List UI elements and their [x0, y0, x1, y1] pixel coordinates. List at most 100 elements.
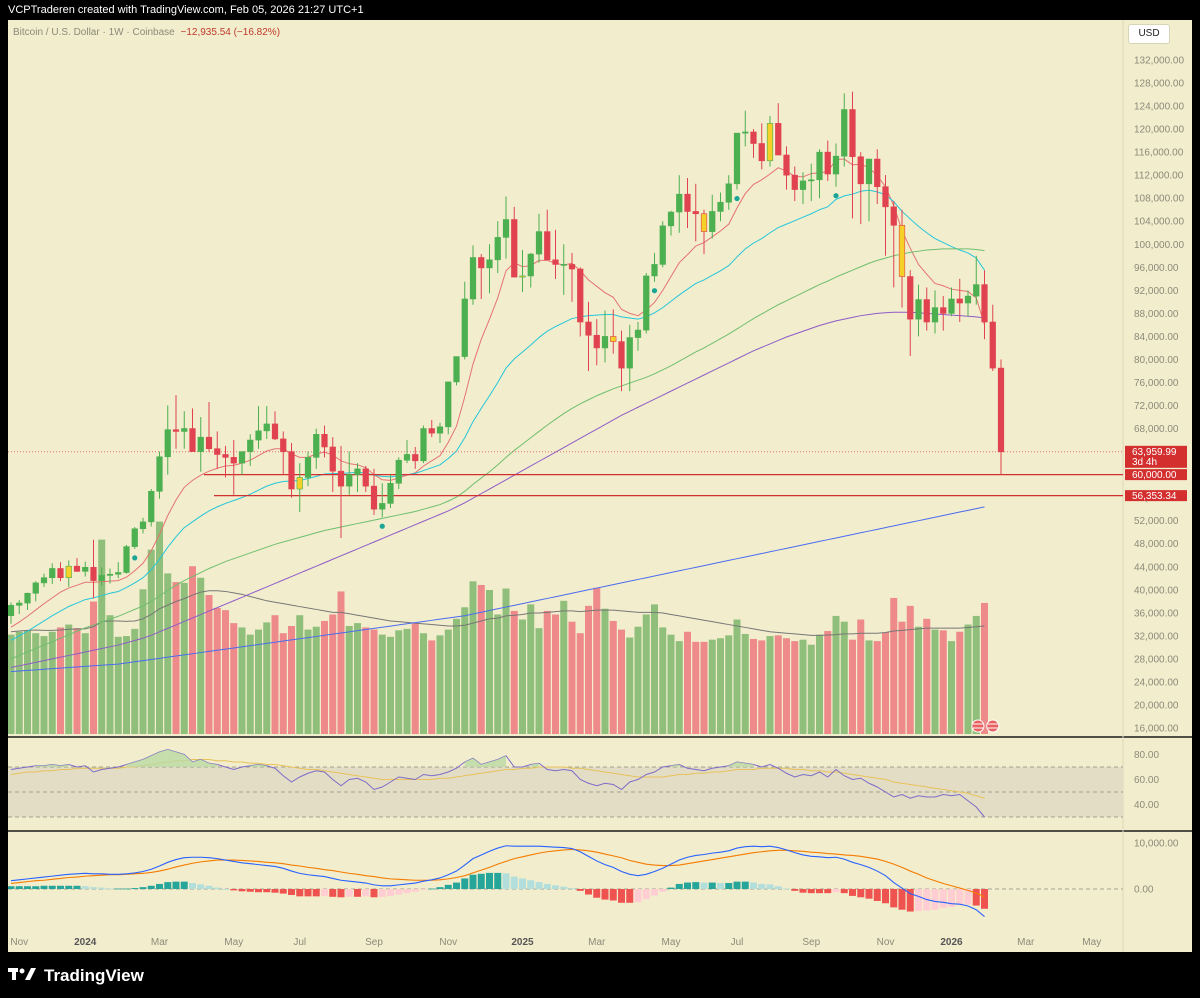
price-change: −12,935.54 (−16.82%): [180, 27, 281, 38]
macd-histogram-bar: [213, 887, 221, 889]
macd-histogram-bar: [180, 881, 188, 889]
volume-bar: [915, 626, 922, 734]
volume-bar: [741, 633, 749, 734]
volume-bar: [543, 610, 551, 734]
candle-body: [321, 434, 328, 448]
macd-histogram-bar: [329, 889, 337, 897]
macd-histogram-bar: [345, 889, 353, 897]
macd-histogram-bar: [428, 888, 436, 890]
candle-body: [659, 225, 666, 265]
macd-histogram-bar: [576, 889, 584, 891]
volume-bar: [395, 630, 403, 734]
volume-bar: [898, 621, 906, 734]
candle-body: [667, 211, 675, 227]
candle-body: [948, 298, 955, 314]
macd-histogram-bar: [964, 889, 972, 905]
candle-body: [692, 211, 699, 215]
macd-histogram-bar: [403, 889, 411, 894]
macd-histogram-bar: [411, 889, 419, 892]
volume-bar: [849, 639, 856, 734]
volume-bar: [799, 639, 807, 734]
candle-body: [791, 174, 798, 190]
y-tick-label: 76,000.00: [1134, 378, 1179, 389]
candle-body: [816, 151, 823, 181]
macd-histogram-bar: [898, 889, 906, 910]
rsi-overbought-fill: [60, 764, 69, 767]
rsi-overbought-fill: [671, 764, 680, 767]
x-tick-label: Jul: [731, 937, 744, 948]
volume-bar: [172, 582, 180, 734]
volume-bar: [618, 629, 625, 734]
candle-body: [832, 155, 840, 175]
macd-histogram-bar: [477, 873, 485, 889]
volume-bar: [609, 620, 617, 734]
candle-body: [626, 337, 633, 369]
volume-bar: [486, 590, 493, 734]
ema21-line: [10, 189, 985, 641]
y-tick-label: 72,000.00: [1134, 401, 1179, 412]
candle-body: [57, 568, 64, 578]
volume-bar: [114, 636, 122, 734]
macd-histogram-bar: [502, 873, 510, 889]
candle-body: [346, 474, 353, 487]
candle-body: [997, 367, 1005, 453]
rsi-overbought-fill: [530, 763, 539, 767]
y-tick-label: 132,000.00: [1134, 56, 1184, 67]
chart-frame[interactable]: 132,000.00 128,000.00 124,000.00 120,000.00…: [8, 20, 1192, 952]
volume-bar: [312, 626, 320, 734]
candle-body: [395, 459, 402, 484]
y-tick-label: 124,000.00: [1134, 102, 1184, 113]
candle-body: [519, 275, 526, 278]
candle-body: [923, 299, 930, 323]
x-tick-label: Jul: [293, 937, 306, 948]
volume-bar: [766, 636, 774, 734]
volume-bar: [57, 627, 64, 734]
x-tick-label: Sep: [365, 937, 383, 948]
x-tick-label: Sep: [802, 937, 820, 948]
macd-histogram-bar: [312, 889, 320, 897]
volume-bar: [15, 631, 23, 734]
volume-bar: [65, 624, 73, 734]
macd-histogram-bar: [700, 882, 708, 889]
macd-histogram-bar: [453, 882, 460, 889]
macd-histogram-bar: [840, 889, 848, 894]
candle-body: [189, 428, 196, 452]
candle-body: [634, 329, 642, 338]
candle-body: [700, 213, 708, 232]
volume-bar: [684, 631, 691, 734]
candle-body: [214, 448, 221, 455]
candle-body: [280, 438, 287, 452]
macd-histogram-bar: [106, 888, 114, 890]
volume-bar: [535, 628, 543, 734]
volume-bar: [626, 637, 634, 734]
macd-tick-label: 10,000.00: [1134, 839, 1179, 850]
rsi-tick-label: 60.00: [1134, 775, 1159, 786]
y-tick-label: 36,000.00: [1134, 608, 1179, 619]
currency-button[interactable]: USD: [1128, 24, 1170, 44]
volume-bar: [156, 521, 163, 734]
candle-body: [403, 454, 411, 461]
volume-bar: [494, 614, 502, 734]
volume-bar: [931, 629, 939, 734]
volume-bar: [271, 615, 279, 734]
macd-histogram-bar: [222, 889, 229, 890]
volume-bar: [502, 588, 510, 734]
price-tag-box: [1125, 490, 1187, 502]
y-tick-label: 28,000.00: [1134, 654, 1179, 665]
signal-dot: [379, 523, 385, 529]
volume-bar: [601, 608, 609, 734]
rsi-overbought-fill: [737, 762, 746, 767]
chart-canvas[interactable]: 132,000.00 128,000.00 124,000.00 120,000.00…: [8, 20, 1192, 952]
macd-histogram-bar: [32, 886, 40, 889]
candle-body: [222, 454, 229, 458]
volume-bar: [939, 630, 947, 734]
candle-body: [82, 567, 89, 572]
candle-body: [956, 298, 963, 304]
volume-bar: [585, 605, 592, 734]
macd-histogram-bar: [972, 889, 980, 906]
volume-bar: [345, 626, 353, 734]
volume-bar: [733, 619, 741, 734]
candle-body: [148, 491, 155, 523]
volume-bar: [593, 587, 601, 734]
y-tick-label: 84,000.00: [1134, 332, 1179, 343]
